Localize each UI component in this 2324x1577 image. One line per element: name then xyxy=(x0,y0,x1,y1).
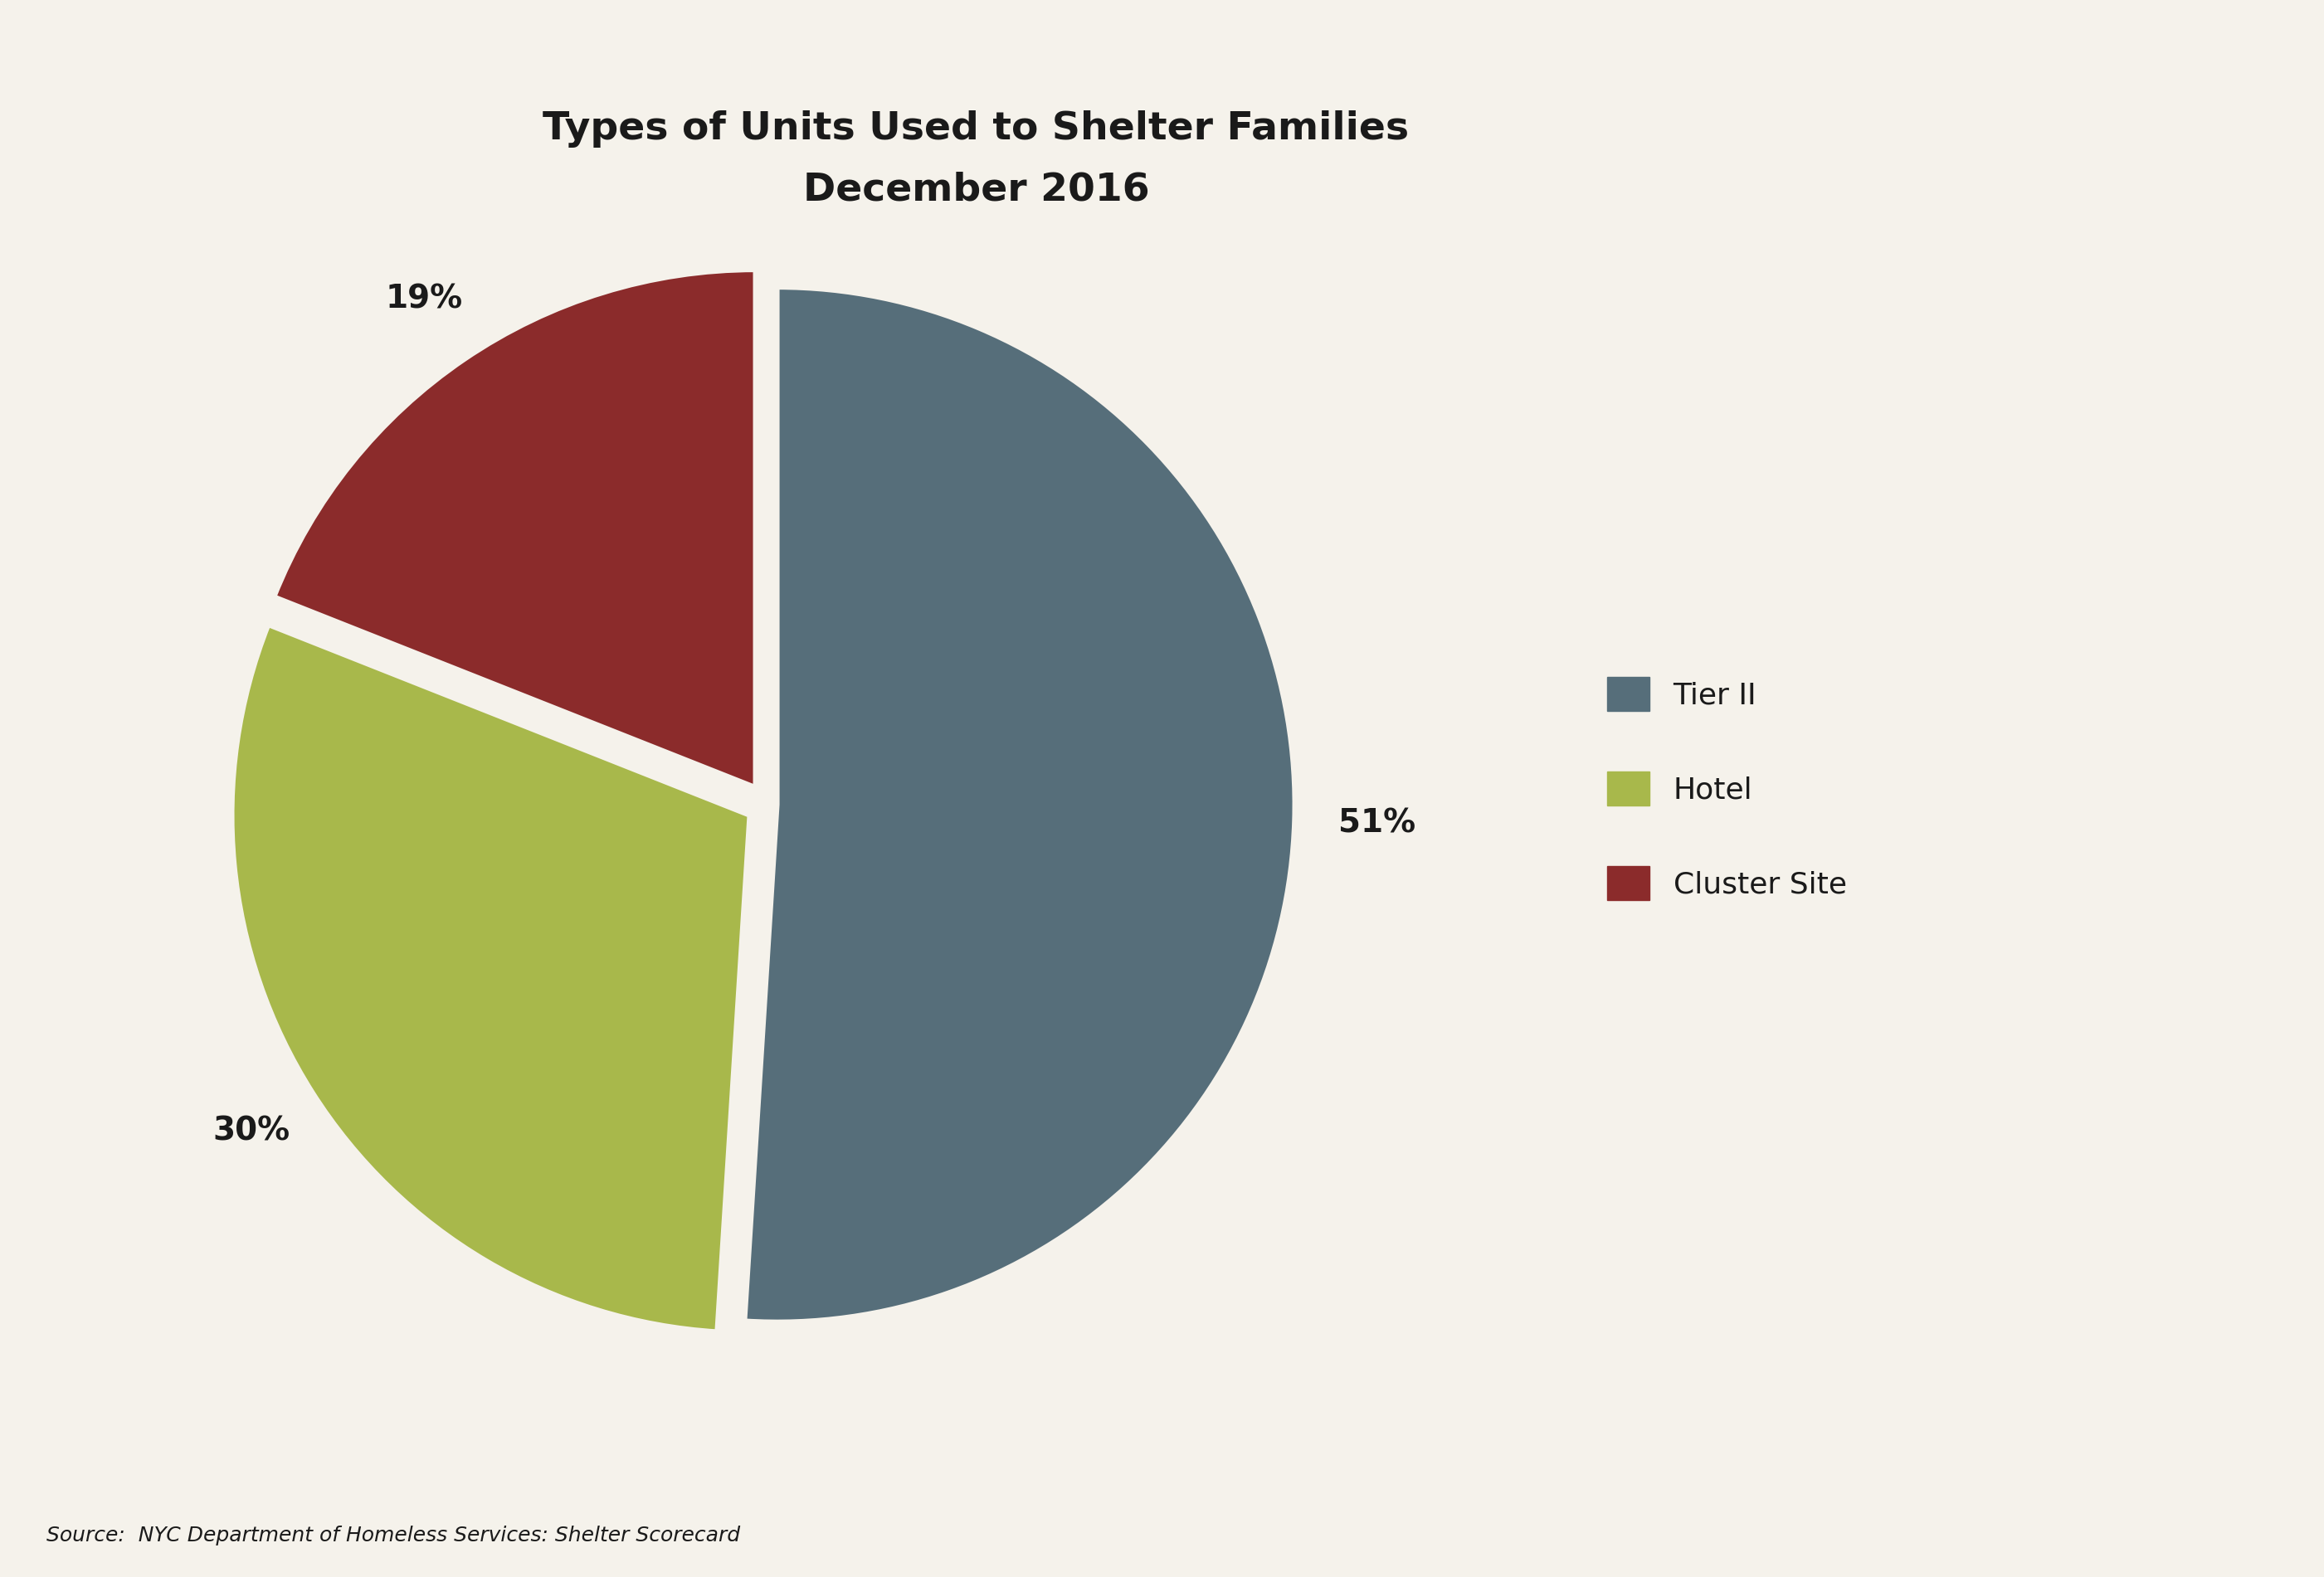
Legend: Tier II, Hotel, Cluster Site: Tier II, Hotel, Cluster Site xyxy=(1594,664,1859,913)
Wedge shape xyxy=(232,624,748,1331)
Wedge shape xyxy=(274,270,755,787)
Text: Source:  NYC Department of Homeless Services: Shelter Scorecard: Source: NYC Department of Homeless Servi… xyxy=(46,1525,741,1545)
Text: Types of Units Used to Shelter Families
December 2016: Types of Units Used to Shelter Families … xyxy=(544,110,1408,208)
Text: 30%: 30% xyxy=(214,1115,290,1146)
Text: 19%: 19% xyxy=(386,284,462,315)
Wedge shape xyxy=(744,287,1294,1322)
Text: 51%: 51% xyxy=(1339,807,1415,839)
